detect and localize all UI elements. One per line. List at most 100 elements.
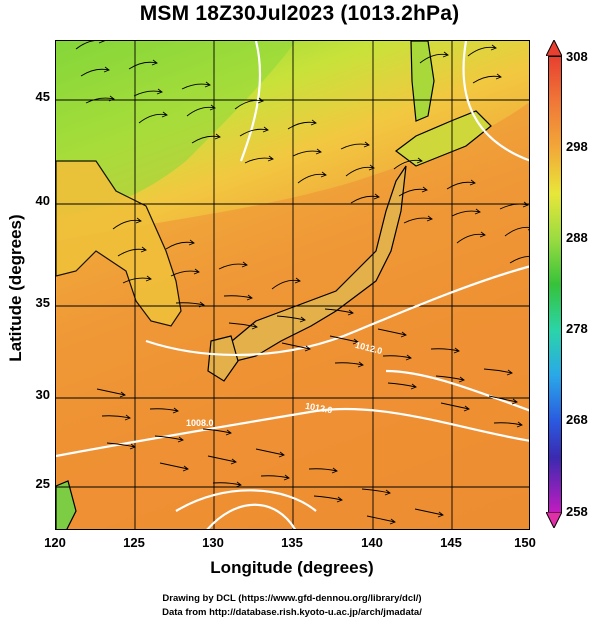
streamline-arrowhead — [490, 44, 497, 51]
taiwan-landmass — [56, 480, 77, 529]
streamline — [493, 422, 523, 426]
streamline — [488, 395, 518, 403]
streamline-arrowhead — [294, 277, 301, 284]
streamline — [101, 415, 131, 419]
isobars — [56, 41, 529, 529]
streamline — [181, 83, 211, 90]
streamline — [228, 322, 258, 328]
streamline-arrowhead — [315, 148, 322, 155]
streamline — [255, 448, 285, 456]
streamline — [393, 159, 423, 170]
streamline-arrowhead — [119, 391, 126, 398]
x-tick-label: 120 — [44, 535, 66, 550]
streamline — [292, 150, 322, 157]
streamline — [186, 106, 216, 117]
streamline-arrowhead — [278, 451, 285, 458]
streamline — [313, 495, 343, 501]
streamline — [499, 203, 529, 210]
streamline-arrowhead — [172, 407, 179, 414]
streamline-arrowhead — [320, 171, 327, 178]
streamline — [287, 121, 317, 130]
streamline-arrowhead — [479, 231, 486, 238]
streamline-arrowhead — [230, 458, 237, 465]
streamline — [106, 442, 136, 448]
streamline — [297, 173, 327, 184]
streamline — [334, 362, 364, 366]
streamline-arrowhead — [474, 208, 481, 215]
streamline-arrowhead — [384, 489, 391, 496]
streamline — [80, 68, 110, 77]
streamline — [329, 335, 359, 343]
streamline — [308, 468, 338, 472]
x-tick-label: 130 — [202, 535, 224, 550]
streamline-arrowhead — [246, 294, 253, 301]
streamline-arrowhead — [129, 443, 136, 450]
streamline — [398, 188, 428, 197]
streamline — [112, 219, 142, 230]
streamline-arrowhead — [421, 186, 428, 193]
y-tick-label: 40 — [35, 193, 50, 208]
colorbar-tick: 298 — [566, 139, 588, 154]
streamline — [504, 226, 529, 237]
streamline — [128, 61, 158, 70]
streamline — [387, 382, 417, 388]
map-plot-area — [55, 40, 530, 530]
streamline-arrowhead — [204, 81, 211, 88]
streamline — [117, 248, 147, 257]
streamline-arrowhead — [416, 157, 423, 164]
streamline-arrowhead — [161, 111, 168, 118]
x-tick-label: 125 — [123, 535, 145, 550]
y-tick-label: 30 — [35, 387, 50, 402]
credit-drawing: Drawing by DCL (https://www.gfd-dennou.o… — [162, 593, 422, 604]
credit-data: Data from http://database.rish.kyoto-u.a… — [162, 607, 422, 618]
wind-streamlines — [75, 41, 529, 525]
streamline-arrowhead — [135, 217, 142, 224]
sakhalin-landmass — [410, 41, 435, 122]
streamline — [212, 482, 242, 486]
streamline — [419, 53, 449, 64]
streamline-arrowhead — [437, 511, 444, 518]
streamline — [165, 241, 195, 250]
streamline-arrowhead — [145, 275, 152, 282]
streamline-arrowhead — [426, 215, 433, 222]
streamline — [133, 90, 163, 97]
streamline-arrowhead — [453, 347, 460, 354]
x-tick-label: 150 — [514, 535, 536, 550]
y-axis-label: Latitude (degrees) — [6, 214, 25, 362]
streamline-arrowhead — [283, 474, 290, 481]
streamline — [234, 99, 264, 110]
streamline — [191, 135, 221, 144]
streamline-arrowhead — [389, 518, 396, 525]
streamline-arrowhead — [368, 164, 375, 171]
streamline-arrowhead — [304, 345, 311, 352]
streamline — [281, 342, 311, 350]
streamline — [382, 355, 412, 359]
y-tick-label: 45 — [35, 89, 50, 104]
y-tick-label: 35 — [35, 295, 50, 310]
streamline-arrowhead — [262, 126, 269, 133]
streamline — [218, 263, 248, 270]
streamline-arrowhead — [347, 309, 354, 316]
contour-label: 1008.0 — [186, 418, 214, 428]
streamline — [483, 368, 513, 374]
streamline — [202, 428, 232, 434]
streamline — [223, 295, 253, 299]
streamline-arrowhead — [156, 88, 163, 95]
streamline — [451, 210, 481, 217]
colorbar-tick: 288 — [566, 230, 588, 245]
streamline-arrowhead — [108, 95, 115, 102]
streamline-arrowhead — [400, 331, 407, 338]
streamline-arrowhead — [214, 133, 221, 140]
streamline-arrowhead — [188, 239, 195, 246]
streamline-arrowhead — [251, 323, 258, 330]
streamline — [170, 270, 200, 277]
chart-title: MSM 18Z30Jul2023 (1013.2hPa) — [139, 2, 460, 25]
streamline — [122, 277, 152, 284]
streamline — [377, 328, 407, 336]
x-tick-label: 135 — [281, 535, 303, 550]
streamline — [509, 255, 529, 264]
streamline — [345, 166, 375, 177]
streamline-arrowhead — [458, 376, 465, 383]
streamline-arrowhead — [469, 179, 476, 186]
streamline-arrowhead — [331, 467, 338, 474]
